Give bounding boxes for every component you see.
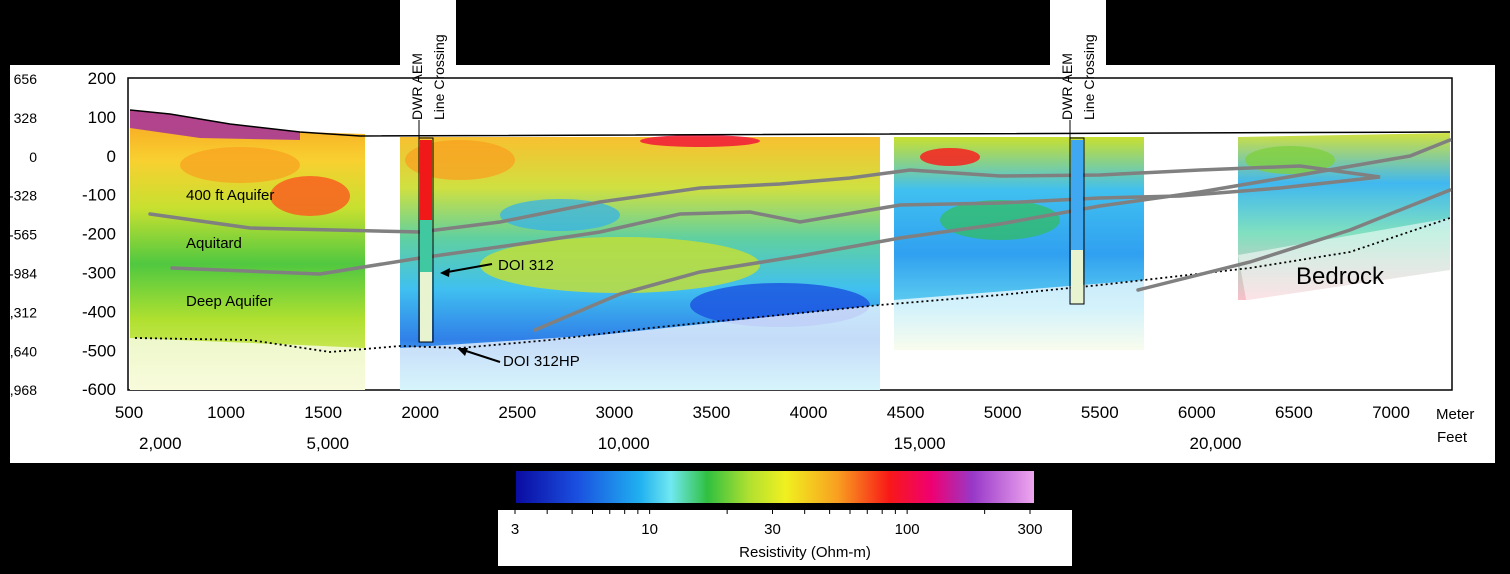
depth-tick-m: 100 [88,108,116,127]
colorbar-tick: 300 [1017,521,1042,538]
colorbar-tick: 10 [641,521,658,538]
distance-tick-m: 1500 [304,403,342,422]
colorbar-tick: 3 [511,521,519,538]
distance-tick-m: 6500 [1275,403,1313,422]
depth-tick-ft: -565 [9,227,37,243]
distance-tick-m: 4500 [887,403,925,422]
interpreted-boundaries [148,138,1452,332]
distance-axis-meters: 500 1000 1500 2000 2500 3000 3500 4000 4500 5000 5… [115,403,1410,422]
distance-tick-m: 2500 [498,403,536,422]
depth-axis-feet: 656 328 0 -328 -565 -984 -1,312 -1,640 -1,968 [0,71,37,398]
x-unit-feet: Feet [1437,429,1468,446]
depth-tick-ft: -1,640 [0,343,37,359]
colorbar-background [498,510,1072,566]
colorbar-label: Resistivity (Ohm-m) [739,544,871,561]
doi-annotation: DOI 312 [440,257,554,277]
distance-tick-ft: 15,000 [894,434,946,453]
distance-tick-m: 1000 [207,403,245,422]
distance-tick-ft: 10,000 [598,434,650,453]
depth-tick-m: 200 [88,69,116,88]
borehole-1 [418,137,434,343]
distance-tick-ft: 2,000 [139,434,182,453]
label-400ft-aquifer: 400 ft Aquifer [186,187,274,204]
distance-tick-m: 3500 [693,403,731,422]
depth-tick-ft: 656 [14,71,38,87]
depth-tick-ft: 0 [29,149,37,165]
label-deep-aquifer: Deep Aquifer [186,293,273,310]
colorbar-minor-ticks [514,504,1031,514]
depth-tick-m: -300 [82,264,116,283]
distance-axis-feet: 2,000 5,000 10,000 15,000 20,000 [139,434,1241,453]
depth-tick-ft: -1,312 [0,304,37,320]
doi-hp-annotation: DOI 312HP [457,348,580,370]
depth-tick-m: -500 [82,341,116,360]
distance-tick-ft: 5,000 [307,434,350,453]
depth-tick-m: 0 [107,147,116,166]
depth-tick-m: -600 [82,380,116,399]
label-doi: DOI 312 [498,257,554,274]
depth-tick-ft: 328 [14,110,38,126]
ground-surface [129,109,1451,137]
depth-tick-ft: -1,968 [0,382,37,398]
distance-tick-m: 500 [115,403,143,422]
borehole-2 [1069,137,1085,305]
distance-tick-m: 4000 [790,403,828,422]
colorbar [514,469,1036,505]
x-unit-meter: Meter [1436,406,1474,423]
depth-tick-m: -200 [82,225,116,244]
label-bedrock: Bedrock [1296,263,1385,290]
colorbar-tick: 30 [764,521,781,538]
colorbar-tick-labels: 3 10 30 100 300 [511,521,1043,538]
crossing-label-1-line1: DWR AEM [409,53,425,120]
colorbar-tick: 100 [895,521,920,538]
distance-tick-m: 5000 [984,403,1022,422]
depth-tick-ft: -328 [9,188,37,204]
distance-tick-m: 5500 [1081,403,1119,422]
crossing-label-1-line2: Line Crossing [431,34,447,120]
crossing-label-2: DWR AEM Line Crossing [1059,34,1097,120]
distance-tick-ft: 20,000 [1189,434,1241,453]
label-doi-hp: DOI 312HP [503,353,580,370]
distance-tick-m: 6000 [1178,403,1216,422]
distance-tick-m: 3000 [595,403,633,422]
crossing-label-2-line2: Line Crossing [1081,34,1097,120]
doi-line [134,217,1451,353]
depth-tick-m: -400 [82,302,116,321]
depth-tick-ft: -984 [9,266,37,282]
distance-tick-m: 7000 [1372,403,1410,422]
crossing-label-2-line1: DWR AEM [1059,53,1075,120]
label-aquitard: Aquitard [186,235,242,252]
depth-axis-meters: 200 100 0 -100 -200 -300 -400 -500 -600 [82,69,116,399]
crossing-label-1: DWR AEM Line Crossing [409,34,447,120]
distance-tick-m: 2000 [401,403,439,422]
depth-tick-m: -100 [82,186,116,205]
